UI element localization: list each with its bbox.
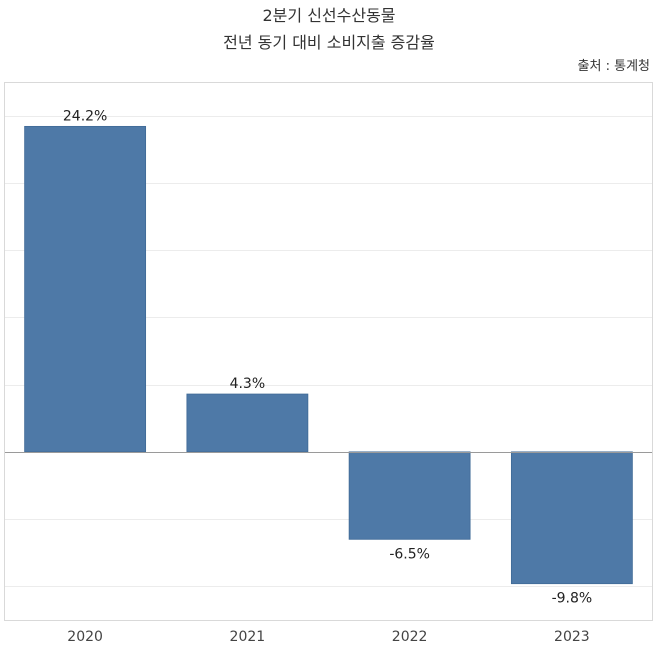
source-label: 출처 : 통계청 (577, 59, 650, 74)
bar-2023 (510, 451, 633, 585)
data-label-2023: -9.8% (552, 591, 593, 607)
bar-2022 (348, 451, 471, 540)
chart-title-line1: 2분기 신선수산동물 (262, 6, 396, 25)
x-tick-label-2022: 2022 (392, 629, 428, 645)
bar-2021 (186, 393, 309, 453)
plot-frame (4, 82, 653, 621)
chart-title-line2: 전년 동기 대비 소비지출 증감율 (223, 33, 435, 52)
data-label-2021: 4.3% (230, 376, 266, 392)
data-label-2020: 24.2% (63, 108, 107, 124)
data-label-2022: -6.5% (389, 546, 430, 562)
x-tick-label-2021: 2021 (230, 629, 266, 645)
bar-2020 (24, 125, 147, 453)
x-tick-label-2020: 2020 (67, 629, 103, 645)
x-tick-label-2023: 2023 (554, 629, 590, 645)
